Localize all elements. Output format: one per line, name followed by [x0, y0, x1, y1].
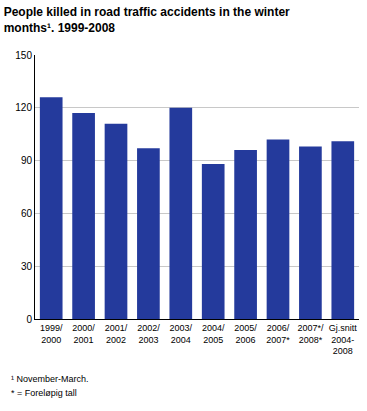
svg-text:People killed in road traffic: People killed in road traffic accidents …	[4, 5, 290, 35]
svg-text:2007*/2008*: 2007*/2008*	[297, 323, 324, 345]
svg-text:2001/2002: 2001/2002	[105, 323, 128, 345]
svg-text:1999/2000: 1999/2000	[40, 323, 63, 345]
svg-text:150: 150	[15, 50, 32, 61]
svg-text:2005/2006: 2005/2006	[234, 323, 257, 345]
svg-text:2006/2007*: 2006/2007*	[266, 323, 290, 345]
svg-text:2002/2003: 2002/2003	[137, 323, 160, 345]
svg-text:2004/2005: 2004/2005	[202, 323, 225, 345]
svg-text:0: 0	[26, 314, 32, 325]
svg-text:120: 120	[15, 102, 32, 113]
svg-text:30: 30	[21, 261, 33, 272]
svg-text:2003/2004: 2003/2004	[170, 323, 193, 345]
svg-text:90: 90	[21, 155, 33, 166]
svg-text:¹ November-March.: ¹ November-March.	[11, 374, 89, 384]
svg-text:60: 60	[21, 208, 33, 219]
svg-text:2000/2001: 2000/2001	[72, 323, 95, 345]
svg-text:Gj.snitt2004-2008: Gj.snitt2004-2008	[329, 323, 358, 356]
svg-text:* = Foreløpig tall: * = Foreløpig tall	[11, 388, 77, 398]
